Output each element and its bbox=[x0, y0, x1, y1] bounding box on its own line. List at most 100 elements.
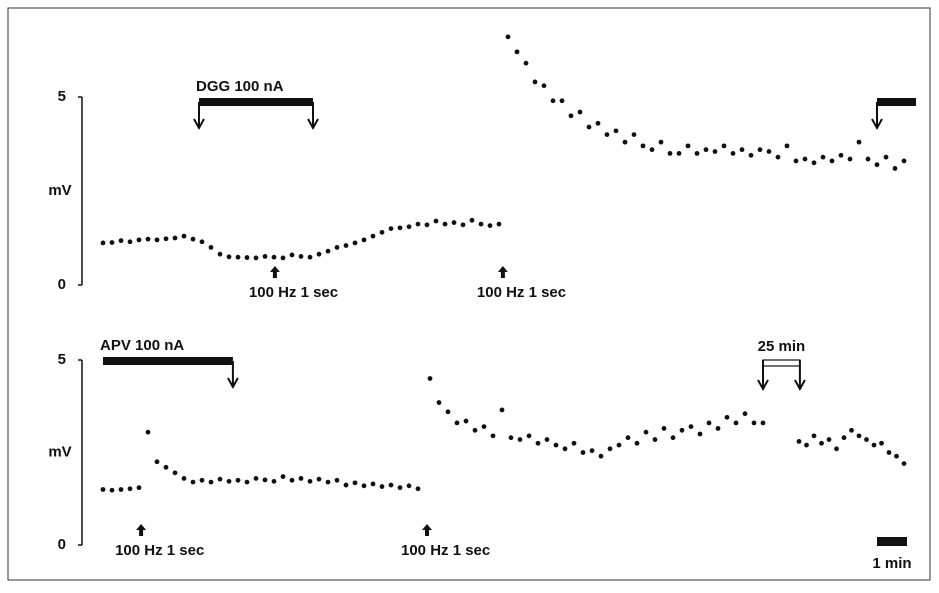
data-point bbox=[820, 154, 826, 160]
data-point bbox=[879, 440, 884, 446]
data-point bbox=[109, 240, 115, 245]
data-point bbox=[658, 139, 664, 145]
y-tick-label: 5 bbox=[58, 88, 66, 105]
data-point bbox=[541, 83, 547, 89]
data-point bbox=[901, 461, 907, 466]
data-point bbox=[526, 433, 532, 439]
data-point bbox=[145, 429, 151, 435]
data-point bbox=[901, 158, 907, 164]
data-point bbox=[865, 156, 871, 162]
data-point bbox=[849, 427, 854, 433]
data-point bbox=[667, 151, 673, 156]
data-point bbox=[586, 124, 592, 130]
data-point bbox=[834, 446, 839, 452]
data-point bbox=[604, 132, 610, 138]
data-point bbox=[289, 477, 295, 483]
data-point bbox=[886, 450, 892, 455]
data-point bbox=[343, 482, 349, 488]
data-point bbox=[190, 236, 196, 242]
data-point bbox=[864, 437, 869, 442]
data-point bbox=[136, 485, 142, 491]
data-point bbox=[127, 486, 133, 492]
data-point bbox=[442, 221, 448, 227]
data-point bbox=[181, 233, 187, 239]
data-point bbox=[793, 158, 799, 164]
data-point bbox=[685, 143, 691, 149]
data-point bbox=[478, 221, 484, 227]
data-point bbox=[298, 254, 304, 259]
data-point bbox=[163, 236, 169, 242]
data-point bbox=[307, 254, 313, 260]
drug-bar bbox=[103, 357, 233, 365]
y-axis-label: mV bbox=[48, 182, 71, 199]
data-point bbox=[190, 479, 196, 485]
stimulus-arrow bbox=[136, 524, 147, 536]
data-point bbox=[631, 132, 637, 138]
stimulus-arrow bbox=[497, 266, 508, 278]
stimulus-label: 100 Hz 1 sec bbox=[401, 542, 490, 559]
data-point bbox=[370, 233, 376, 239]
data-point bbox=[748, 152, 754, 158]
data-point bbox=[715, 426, 721, 431]
data-point bbox=[742, 411, 748, 417]
data-point bbox=[811, 160, 817, 166]
data-point bbox=[490, 433, 496, 439]
data-point bbox=[253, 255, 259, 261]
drug-label: DGG 100 nA bbox=[196, 78, 284, 95]
data-point bbox=[154, 459, 160, 465]
arrow-head bbox=[794, 379, 806, 392]
data-point bbox=[118, 487, 124, 492]
stimulus-label: 100 Hz 1 sec bbox=[115, 542, 204, 559]
drug-bar bbox=[199, 98, 313, 106]
data-point bbox=[535, 440, 541, 446]
data-point bbox=[325, 248, 331, 254]
data-point bbox=[694, 151, 700, 156]
data-point bbox=[127, 239, 133, 245]
data-point bbox=[883, 154, 889, 160]
data-point bbox=[796, 439, 802, 444]
data-point bbox=[325, 479, 331, 485]
scale-bar bbox=[877, 537, 907, 546]
data-point bbox=[262, 254, 268, 259]
data-point bbox=[634, 440, 640, 446]
data-point bbox=[379, 484, 385, 489]
data-point bbox=[811, 433, 817, 439]
data-point bbox=[766, 149, 772, 154]
data-point bbox=[559, 98, 565, 104]
data-point bbox=[415, 221, 421, 227]
y-tick-label: 0 bbox=[58, 536, 66, 553]
data-point bbox=[460, 222, 466, 228]
data-point bbox=[562, 446, 568, 452]
data-point bbox=[262, 477, 268, 483]
data-point bbox=[454, 420, 460, 426]
data-point bbox=[589, 448, 595, 454]
gap-bracket bbox=[762, 359, 801, 367]
data-point bbox=[616, 442, 622, 448]
data-point bbox=[487, 223, 493, 228]
data-point bbox=[199, 477, 205, 483]
y-tick-label: 0 bbox=[58, 276, 66, 293]
data-point bbox=[499, 407, 505, 413]
data-point bbox=[145, 236, 151, 242]
data-point bbox=[622, 139, 628, 145]
drug-bar bbox=[877, 98, 916, 106]
arrow-head bbox=[193, 118, 205, 131]
scale-bar-label: 1 min bbox=[872, 555, 911, 572]
data-point bbox=[424, 222, 430, 228]
data-point bbox=[433, 218, 439, 224]
data-point bbox=[802, 156, 808, 162]
data-point bbox=[199, 239, 205, 245]
data-point bbox=[361, 483, 367, 489]
data-point bbox=[397, 485, 403, 491]
data-point bbox=[856, 139, 862, 145]
data-point bbox=[271, 478, 277, 484]
data-point bbox=[550, 98, 556, 104]
data-point bbox=[652, 437, 658, 442]
data-point bbox=[181, 476, 187, 481]
data-point bbox=[595, 120, 601, 126]
data-point bbox=[697, 431, 703, 437]
data-point bbox=[451, 220, 457, 225]
data-point bbox=[289, 252, 295, 258]
data-point bbox=[523, 60, 529, 66]
